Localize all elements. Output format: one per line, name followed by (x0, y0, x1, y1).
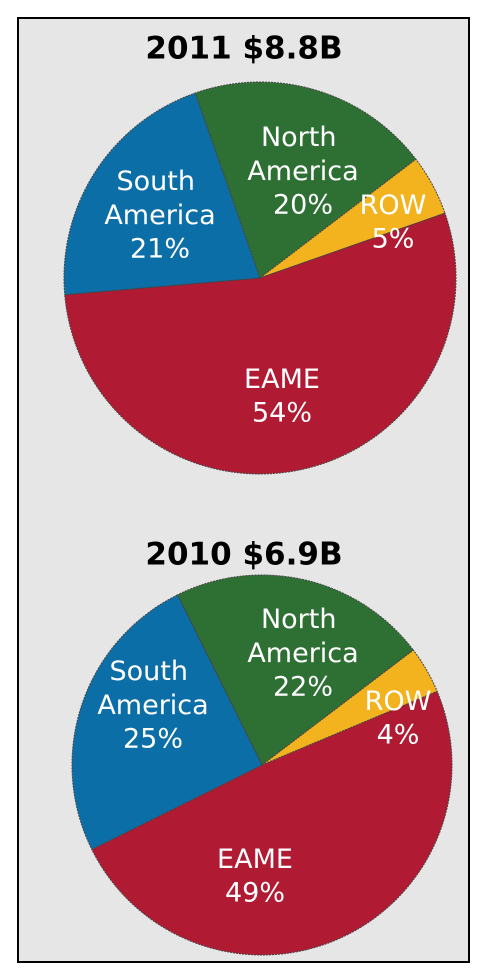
slice-label: ROW (365, 686, 432, 717)
pie-slice (64, 212, 457, 475)
slice-value-label: 21% (130, 234, 190, 265)
slice-label-line: America (97, 690, 208, 721)
slice-value-label: 54% (252, 398, 312, 429)
chart-title: 2011 $8.8B (145, 31, 342, 67)
slice-label: ROW (360, 190, 427, 221)
chart-title: 2010 $6.9B (145, 537, 342, 573)
slice-label: EAME (244, 364, 320, 395)
slice-label-line: EAME (244, 364, 320, 395)
slice-label-line: North (261, 122, 345, 153)
pie-slice (259, 158, 446, 279)
pie-slice (91, 690, 453, 956)
slice-label-line: ROW (360, 190, 427, 221)
slice-value-label: 22% (273, 672, 333, 703)
slice-value-label: 5% (372, 224, 415, 255)
pie-slice (176, 574, 415, 766)
slice-label-line: North (261, 604, 345, 635)
slice-label: South America (97, 656, 208, 721)
pie-slice (71, 594, 263, 851)
slice-label: EAME (217, 844, 293, 875)
slice-label-line: America (247, 156, 358, 187)
slice-value-label: 49% (225, 878, 285, 909)
slice-label: North America (247, 122, 358, 187)
slice-value-label: 4% (377, 720, 420, 751)
slice-value-label: 20% (273, 190, 333, 221)
slice-label-line: America (104, 200, 215, 231)
slice-label-line: South (109, 656, 196, 687)
pie-slice (63, 92, 261, 296)
slice-label: South America (104, 166, 215, 231)
slice-label: North America (247, 604, 358, 669)
slice-label-line: America (247, 638, 358, 669)
pie-slice (194, 81, 417, 279)
slice-label-line: South (116, 166, 203, 197)
slice-label-line: ROW (365, 686, 432, 717)
slice-label-line: EAME (217, 844, 293, 875)
slice-value-label: 25% (123, 724, 183, 755)
